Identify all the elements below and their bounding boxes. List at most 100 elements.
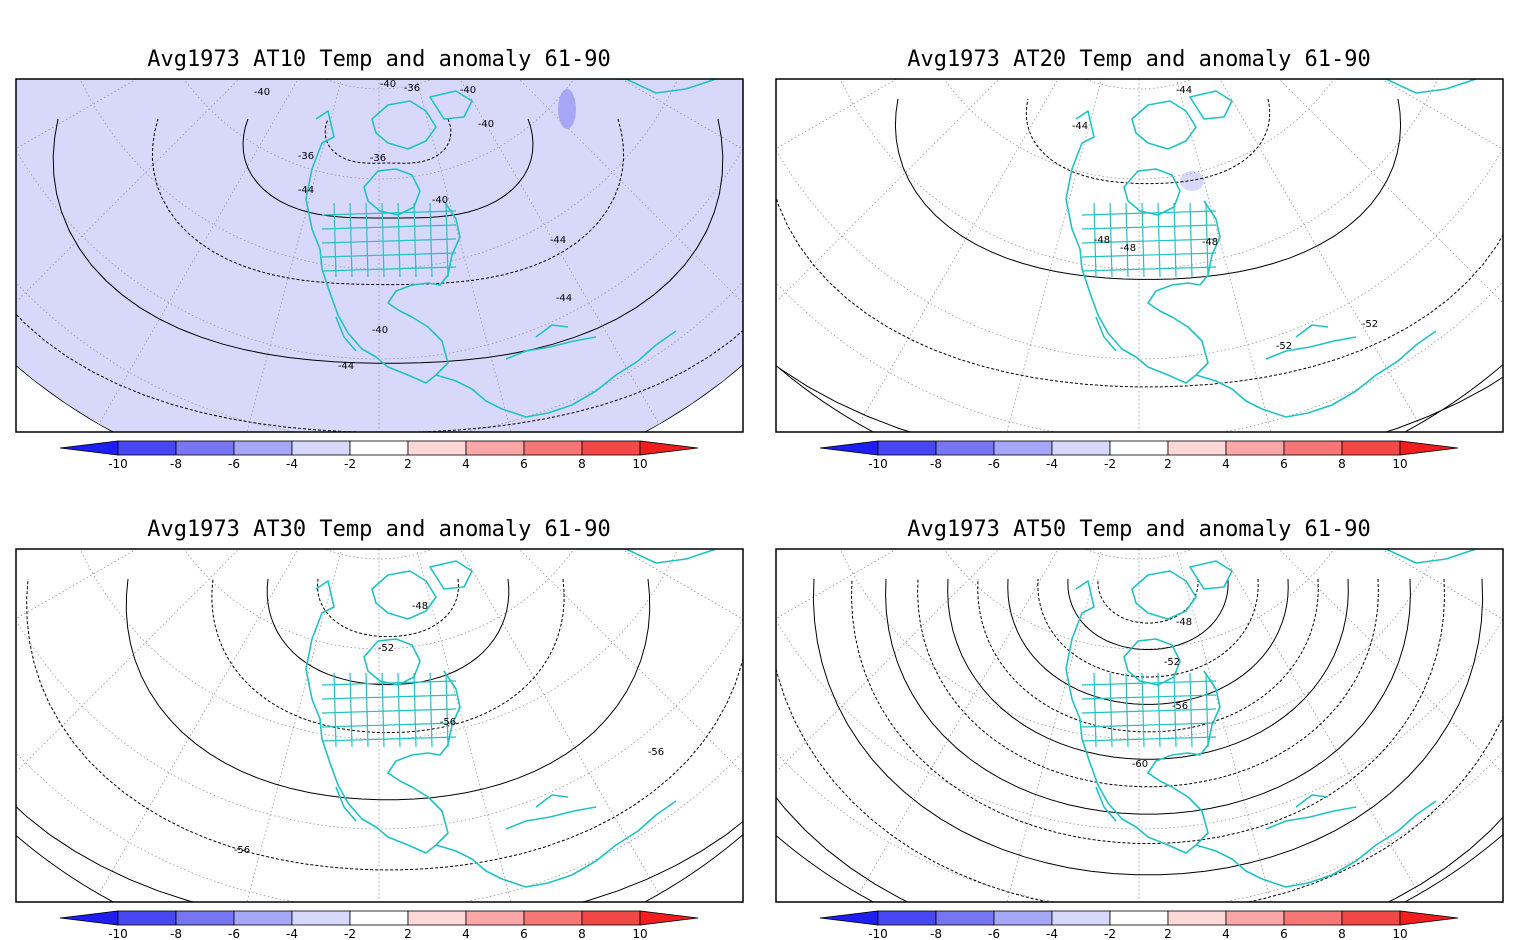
boundary-line [333, 202, 337, 278]
meridian-gridline [858, 79, 1059, 425]
colorbar-swatch [233, 910, 293, 926]
colorbar-arrow-left [59, 440, 119, 456]
contour-line [151, 118, 625, 286]
map-panel-at50: Avg1973 AT50 Temp and anomaly 61-90 -4 8 -… [775, 517, 1504, 940]
colorbar-tick-label: 6 [1280, 927, 1288, 940]
contour-line [242, 118, 534, 219]
contour-line [776, 666, 1503, 902]
meridian-gridline [1278, 79, 1503, 304]
colorbar-tick-label: -4 [1046, 927, 1058, 940]
colorbar-swatch [1109, 910, 1169, 926]
coastline [1189, 560, 1233, 590]
boundary-line [1109, 202, 1113, 278]
contour-label: -56 [234, 845, 250, 856]
coastline [1131, 570, 1197, 620]
meridian-gridline [246, 79, 342, 432]
colorbar-tick-label: 8 [578, 457, 586, 471]
colorbar-tick-label: -2 [1104, 927, 1116, 940]
colorbar-swatch [175, 910, 235, 926]
contour-line [317, 578, 459, 638]
coastline [371, 100, 437, 150]
contour-line [324, 118, 452, 164]
map-area: -48 -52 -56 -56 -56 [16, 549, 743, 902]
boundary-line [321, 210, 457, 216]
coastline [435, 844, 503, 880]
contour-label: -56 [440, 717, 456, 728]
colorbar-swatch [1341, 910, 1401, 926]
meridian-gridline [459, 79, 660, 425]
contour-label: -52 [1164, 657, 1180, 668]
colorbar-swatch [935, 440, 995, 456]
contour-label: -52 [1362, 319, 1378, 330]
contour-line [125, 578, 651, 801]
boundary-line [365, 202, 369, 278]
colorbar-tick-label: 10 [632, 457, 647, 471]
contour-line [917, 578, 1379, 788]
panel-title: Avg1973 AT50 Temp and anomaly 61-90 [907, 517, 1371, 542]
boundary-line [333, 672, 337, 748]
contour-line [894, 98, 1402, 280]
coastline [371, 570, 437, 620]
colorbar-swatch [993, 910, 1053, 926]
boundary-line [349, 202, 353, 278]
contour-line [947, 578, 1349, 760]
boundary-line [1081, 252, 1217, 258]
coastline [1095, 316, 1117, 352]
boundary-line [1109, 672, 1113, 748]
meridian-gridline [1006, 79, 1102, 432]
boundary-line [1093, 672, 1097, 748]
contour-line [1067, 578, 1229, 650]
contour-label: -44 [338, 361, 354, 372]
boundary-line [1205, 202, 1209, 278]
contour-label: -48 [1202, 237, 1218, 248]
contour-label: -48 [1094, 235, 1110, 246]
colorbar-tick-label: -10 [108, 927, 128, 940]
colorbar-tick-label: 4 [1222, 927, 1230, 940]
colorbar-swatch [291, 440, 351, 456]
boundary-line [321, 680, 457, 686]
contour-label: -40 [432, 195, 448, 206]
coastline [1095, 786, 1117, 822]
colorbar-swatch [1051, 910, 1111, 926]
contour-label: -40 [478, 119, 494, 130]
colorbar-tick-label: 8 [1338, 927, 1346, 940]
coastline [1261, 800, 1437, 888]
boundary-line [1125, 202, 1129, 278]
boundary-line [397, 202, 401, 278]
colorbar-tick-label: 8 [578, 927, 586, 940]
colorbar-swatch [1283, 910, 1343, 926]
panel-title: Avg1973 AT10 Temp and anomaly 61-90 [147, 47, 611, 72]
colorbar-tick-label: -4 [286, 927, 298, 940]
boundary-line [1081, 694, 1217, 700]
colorbar-arrow-left [59, 910, 119, 926]
colorbar-swatch [465, 910, 525, 926]
boundary-line [1081, 224, 1217, 230]
boundary-line [1157, 202, 1161, 278]
boundary-line [1081, 722, 1217, 728]
contour-label: -40 [372, 325, 388, 336]
colorbar-arrow-right [639, 910, 699, 926]
boundary-line [1141, 672, 1145, 748]
map-panel-at30: Avg1973 AT30 Temp and anomaly 61-90 -48-… [15, 517, 744, 940]
colorbar-swatch [1109, 440, 1169, 456]
contour-line [885, 578, 1411, 815]
boundary-line [321, 266, 457, 272]
boundary-line [365, 672, 369, 748]
colorbar-tick-label: -6 [228, 457, 240, 471]
coastline [1123, 638, 1181, 686]
colorbar-swatch [291, 910, 351, 926]
boundary-line [321, 694, 457, 700]
coastline [387, 200, 461, 376]
coastline [1195, 374, 1263, 410]
latitude-gridline [324, 79, 434, 90]
colorbar-tick-label: -6 [988, 457, 1000, 471]
colorbar-tick-label: -2 [344, 927, 356, 940]
colorbar-swatch [465, 440, 525, 456]
coastline [1065, 110, 1197, 384]
boundary-line [413, 672, 417, 748]
contour-label: -44 [1176, 85, 1192, 96]
colorbar-tick-label: 4 [1222, 457, 1230, 471]
meridian-gridline [16, 549, 240, 773]
contour-label: -40 [380, 79, 396, 90]
coastline [1131, 100, 1197, 150]
